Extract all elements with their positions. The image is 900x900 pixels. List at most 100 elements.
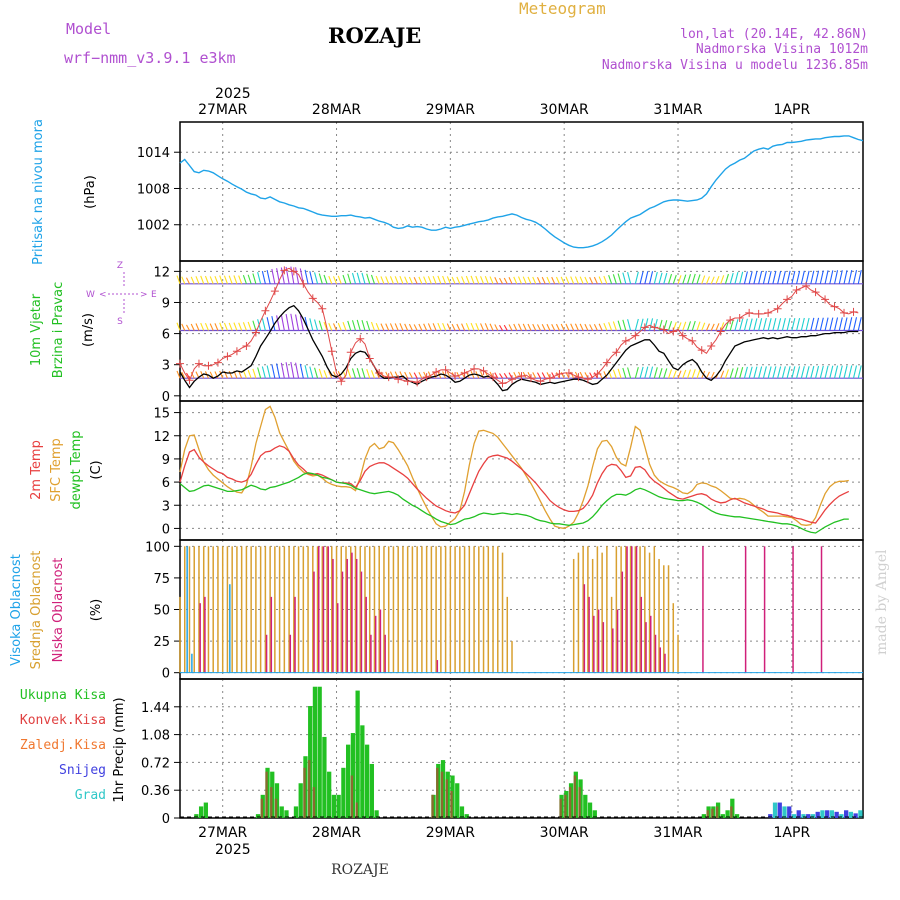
wind-barb — [710, 323, 715, 331]
wind-barb — [271, 364, 276, 379]
wind-barb — [461, 276, 466, 285]
wind-barb — [532, 276, 537, 285]
tail-precip-bar — [777, 802, 782, 818]
conv-precip-bar — [730, 806, 733, 818]
wind-barb — [465, 322, 470, 331]
wind-barb — [209, 276, 214, 285]
gust-marker — [365, 354, 374, 363]
wind-barb — [333, 276, 338, 285]
wind-barb — [494, 277, 499, 285]
wind-barb — [762, 270, 767, 284]
wind-barb — [579, 371, 584, 379]
gust-marker — [375, 369, 384, 377]
wind-barb — [361, 272, 366, 284]
wind-barb — [257, 271, 262, 284]
wind-barb — [834, 270, 839, 284]
wind-barb — [247, 321, 252, 331]
wind-barb — [739, 367, 744, 379]
wind-barb — [242, 370, 247, 379]
wind-barb — [536, 277, 541, 285]
wind-barb — [603, 322, 608, 331]
wind-barb — [644, 271, 649, 284]
wind-barb — [427, 323, 432, 331]
tail-precip-bar — [782, 806, 787, 818]
wind-barb — [223, 322, 228, 331]
wind-barb — [819, 365, 824, 379]
wind-barb — [649, 271, 654, 284]
model-label: Model — [66, 20, 111, 38]
wind-barb — [404, 323, 409, 331]
total-precip-bar — [194, 814, 199, 818]
wind-barb — [852, 365, 858, 379]
wind-barb — [408, 372, 413, 379]
wind-barb — [574, 276, 579, 285]
wind-barb — [195, 323, 200, 331]
wind-barb — [852, 270, 858, 284]
legend-hail: Grad — [75, 788, 106, 803]
wind-barb — [748, 366, 753, 379]
gust-marker — [802, 281, 811, 290]
gust-marker — [602, 358, 611, 367]
wind-barb — [247, 369, 252, 379]
day-tick-top: 28MAR — [312, 102, 361, 118]
wind-barb — [791, 366, 796, 379]
wind-barb — [682, 274, 687, 284]
wind-barb — [829, 365, 834, 379]
y-tick-label: 0 — [162, 390, 170, 405]
gust-marker — [659, 325, 668, 334]
day-tick-bottom: 27MAR — [198, 825, 247, 841]
wind-barb — [176, 322, 181, 331]
wind-barb — [252, 273, 257, 284]
gust-marker — [612, 348, 621, 357]
wind-barb — [261, 318, 266, 331]
wind-barb — [677, 370, 682, 379]
wind-barb — [214, 371, 219, 379]
wind-barb — [691, 320, 696, 331]
gust-marker — [830, 302, 839, 311]
wind-barb — [589, 277, 594, 285]
wind-barb — [668, 321, 673, 331]
gust-marker — [308, 294, 317, 303]
wind-barb — [257, 367, 262, 379]
wind-barb — [634, 318, 639, 331]
day-tick-top: 29MAR — [426, 102, 475, 118]
wind-barb — [786, 270, 791, 284]
wind-barb — [781, 366, 786, 379]
total-precip-bar — [255, 814, 261, 818]
wind-barb — [551, 372, 556, 379]
wind-barb — [555, 323, 560, 331]
wind-barb — [686, 369, 692, 379]
wind-barb — [536, 324, 541, 331]
wind-barb — [242, 322, 247, 331]
wind-barb — [819, 317, 824, 331]
wind-barb — [743, 318, 748, 331]
legend-conv-rain: Konvek.Kisa — [20, 713, 106, 728]
tail-precip-bar — [806, 814, 811, 818]
wind-barb — [181, 371, 186, 379]
wind-barb — [805, 317, 810, 331]
gust-marker — [764, 308, 773, 317]
gust-marker — [545, 374, 554, 383]
gust-marker — [337, 377, 346, 386]
day-tick-bottom: 30MAR — [540, 825, 589, 841]
wind-barb — [295, 362, 300, 379]
wind-barb — [532, 372, 537, 379]
wind-barb — [848, 365, 853, 379]
gust-marker — [270, 287, 279, 296]
wind-barb — [323, 274, 328, 284]
wind-barb — [815, 317, 820, 331]
gust-marker — [394, 375, 403, 384]
total-precip-bar — [279, 806, 284, 818]
wind-barb — [465, 275, 470, 285]
tail-precip-bar — [834, 811, 839, 818]
conv-precip-bar — [312, 787, 316, 818]
wind-barb — [517, 323, 523, 331]
conv-precip-bar — [445, 779, 448, 818]
wind-barb — [214, 275, 219, 285]
wind-barb — [356, 368, 361, 379]
wind-barb — [337, 275, 342, 285]
wind-barb — [715, 275, 720, 285]
wind-barb — [527, 323, 532, 331]
y-tick-label: 6 — [162, 476, 170, 491]
tail-precip-bar — [858, 810, 863, 818]
